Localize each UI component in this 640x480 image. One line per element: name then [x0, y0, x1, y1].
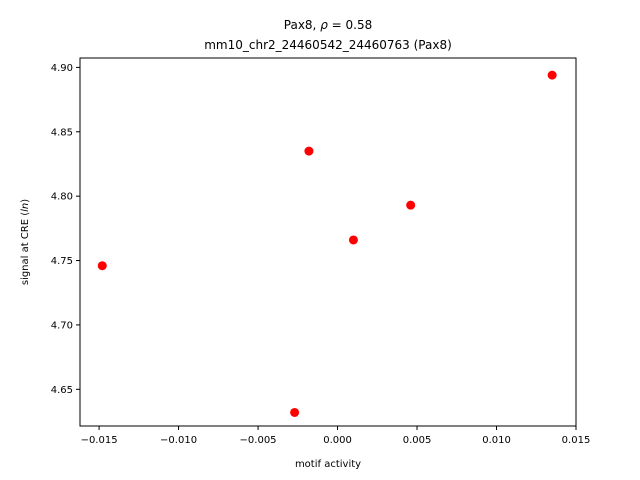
x-tick-label: −0.005	[240, 435, 277, 446]
x-tick-label: 0.000	[323, 435, 352, 446]
chart-title-line1: Pax8, ρ = 0.58	[284, 18, 372, 32]
y-tick-label: 4.75	[51, 256, 73, 267]
x-tick-label: −0.015	[81, 435, 118, 446]
y-tick-label: 4.70	[51, 320, 73, 331]
data-point	[304, 146, 314, 156]
data-point	[406, 200, 416, 210]
y-tick-label: 4.80	[51, 192, 73, 203]
data-point	[290, 407, 300, 417]
y-axis-ticks: 4.65 4.70 4.75 4.80 4.85 4.90	[51, 63, 80, 396]
x-tick-label: 0.015	[562, 435, 591, 446]
data-point	[97, 261, 107, 271]
plot-area	[79, 57, 577, 427]
x-tick-label: 0.010	[482, 435, 511, 446]
y-tick-label: 4.85	[51, 127, 73, 138]
data-point	[348, 235, 358, 245]
plot-frame	[79, 57, 577, 427]
y-axis-label: signal at CRE (ln)	[20, 199, 31, 285]
x-axis-label: motif activity	[295, 459, 361, 470]
y-tick-label: 4.65	[51, 385, 73, 396]
data-points	[97, 70, 557, 417]
x-axis-ticks: −0.015 −0.010 −0.005 0.000 0.005 0.010 0.015	[81, 426, 591, 446]
x-tick-label: 0.005	[403, 435, 432, 446]
data-point	[547, 70, 557, 80]
x-tick-label: −0.010	[160, 435, 197, 446]
chart-title-line2: mm10_chr2_24460542_24460763 (Pax8)	[204, 38, 452, 52]
y-tick-label: 4.90	[51, 63, 73, 74]
